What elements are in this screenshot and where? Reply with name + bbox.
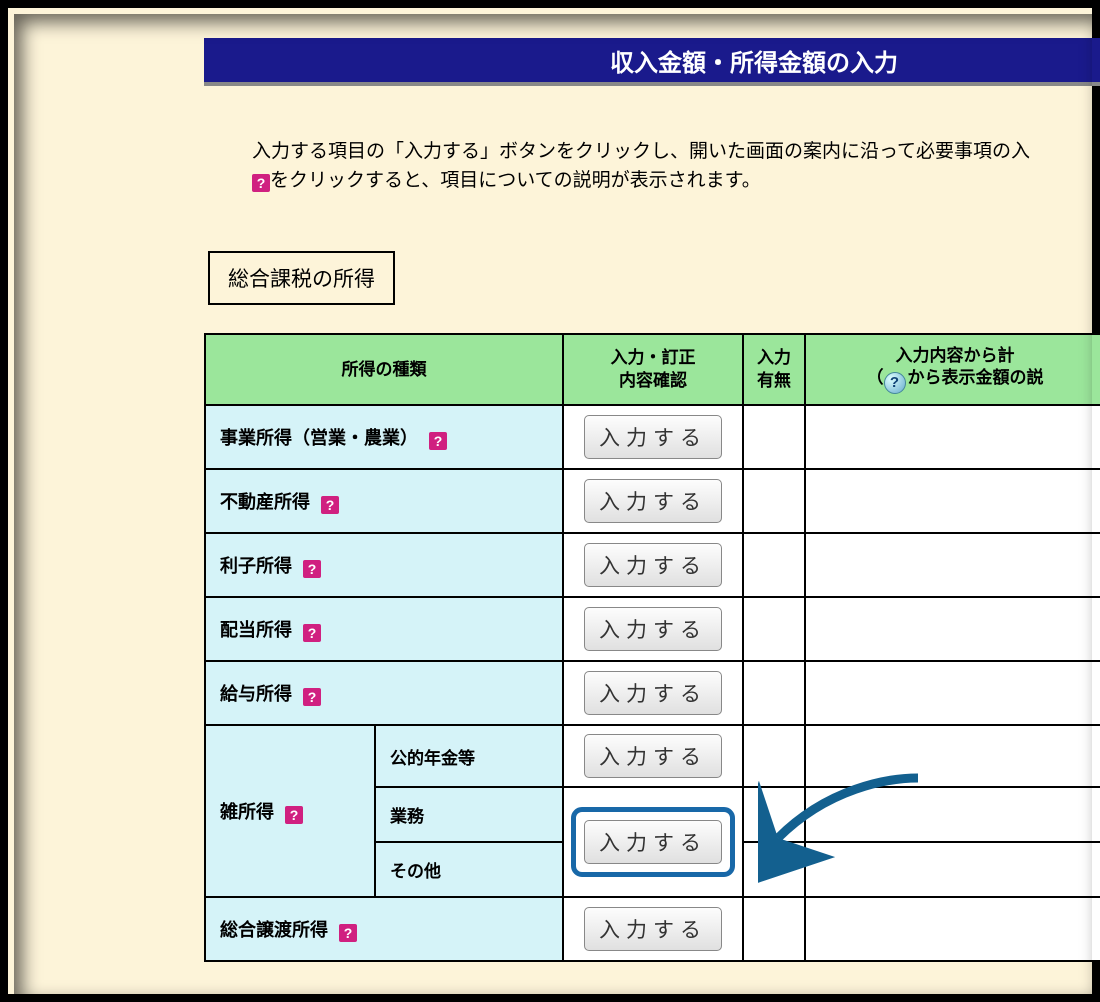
- row-dividend: 配当所得 ? 入力する: [205, 597, 1100, 661]
- page-title: 収入金額・所得金額の入力: [610, 43, 898, 78]
- intro-line2: をクリックすると、項目についての説明が表示されます。: [270, 170, 761, 191]
- income-table: 所得の種類 入力・訂正 内容確認 入力 有無 入力内容から計 （?から表示金額の…: [204, 333, 1100, 962]
- header-input-flag: 入力 有無: [743, 334, 805, 405]
- intro-line1: 入力する項目の「入力する」ボタンをクリックし、開いた画面の案内に沿って必要事項の…: [252, 141, 1030, 162]
- label-misc: 雑所得: [220, 802, 274, 822]
- header-input-confirm: 入力・訂正 内容確認: [563, 334, 743, 405]
- input-button-misc-pension[interactable]: 入力する: [584, 734, 722, 778]
- label-misc-business: 業務: [390, 807, 424, 826]
- label-dividend: 配当所得: [220, 620, 292, 640]
- help-icon[interactable]: ?: [303, 688, 321, 706]
- row-interest: 利子所得 ? 入力する: [205, 533, 1100, 597]
- page-title-bar: 収入金額・所得金額の入力: [204, 38, 1100, 86]
- row-realestate: 不動産所得 ? 入力する: [205, 469, 1100, 533]
- label-misc-pension: 公的年金等: [390, 749, 475, 768]
- row-misc-pension: 雑所得 ? 公的年金等 入力する: [205, 725, 1100, 787]
- intro-text: 入力する項目の「入力する」ボタンをクリックし、開いた画面の案内に沿って必要事項の…: [204, 138, 1064, 195]
- question-ball-icon: ?: [884, 372, 906, 394]
- help-icon[interactable]: ?: [429, 432, 447, 450]
- label-transfer: 総合譲渡所得: [220, 920, 328, 940]
- label-realestate: 不動産所得: [220, 492, 310, 512]
- label-misc-other: その他: [390, 862, 441, 881]
- tab-label: 総合課税の所得: [228, 268, 375, 291]
- input-button-salary[interactable]: 入力する: [584, 671, 722, 715]
- highlighted-input-cell: 入力する: [576, 812, 730, 872]
- input-button-dividend[interactable]: 入力する: [584, 607, 722, 651]
- help-icon[interactable]: ?: [339, 924, 357, 942]
- row-business: 事業所得（営業・農業） ? 入力する: [205, 405, 1100, 469]
- help-icon[interactable]: ?: [303, 560, 321, 578]
- tab-comprehensive-income: 総合課税の所得: [208, 251, 395, 305]
- table-header-row: 所得の種類 入力・訂正 内容確認 入力 有無 入力内容から計 （?から表示金額の…: [205, 334, 1100, 405]
- label-interest: 利子所得: [220, 556, 292, 576]
- help-icon[interactable]: ?: [285, 806, 303, 824]
- help-icon[interactable]: ?: [321, 496, 339, 514]
- input-button-business[interactable]: 入力する: [584, 415, 722, 459]
- input-button-transfer[interactable]: 入力する: [584, 907, 722, 951]
- input-button-interest[interactable]: 入力する: [584, 543, 722, 587]
- header-calculated: 入力内容から計 （?から表示金額の説: [805, 334, 1100, 405]
- header-income-type: 所得の種類: [205, 334, 563, 405]
- input-button-misc-business-other[interactable]: 入力する: [584, 820, 722, 864]
- label-salary: 給与所得: [220, 684, 292, 704]
- label-business: 事業所得（営業・農業）: [220, 428, 418, 448]
- row-transfer: 総合譲渡所得 ? 入力する: [205, 897, 1100, 961]
- row-salary: 給与所得 ? 入力する: [205, 661, 1100, 725]
- help-icon[interactable]: ?: [303, 624, 321, 642]
- help-icon: ?: [252, 174, 270, 192]
- input-button-realestate[interactable]: 入力する: [584, 479, 722, 523]
